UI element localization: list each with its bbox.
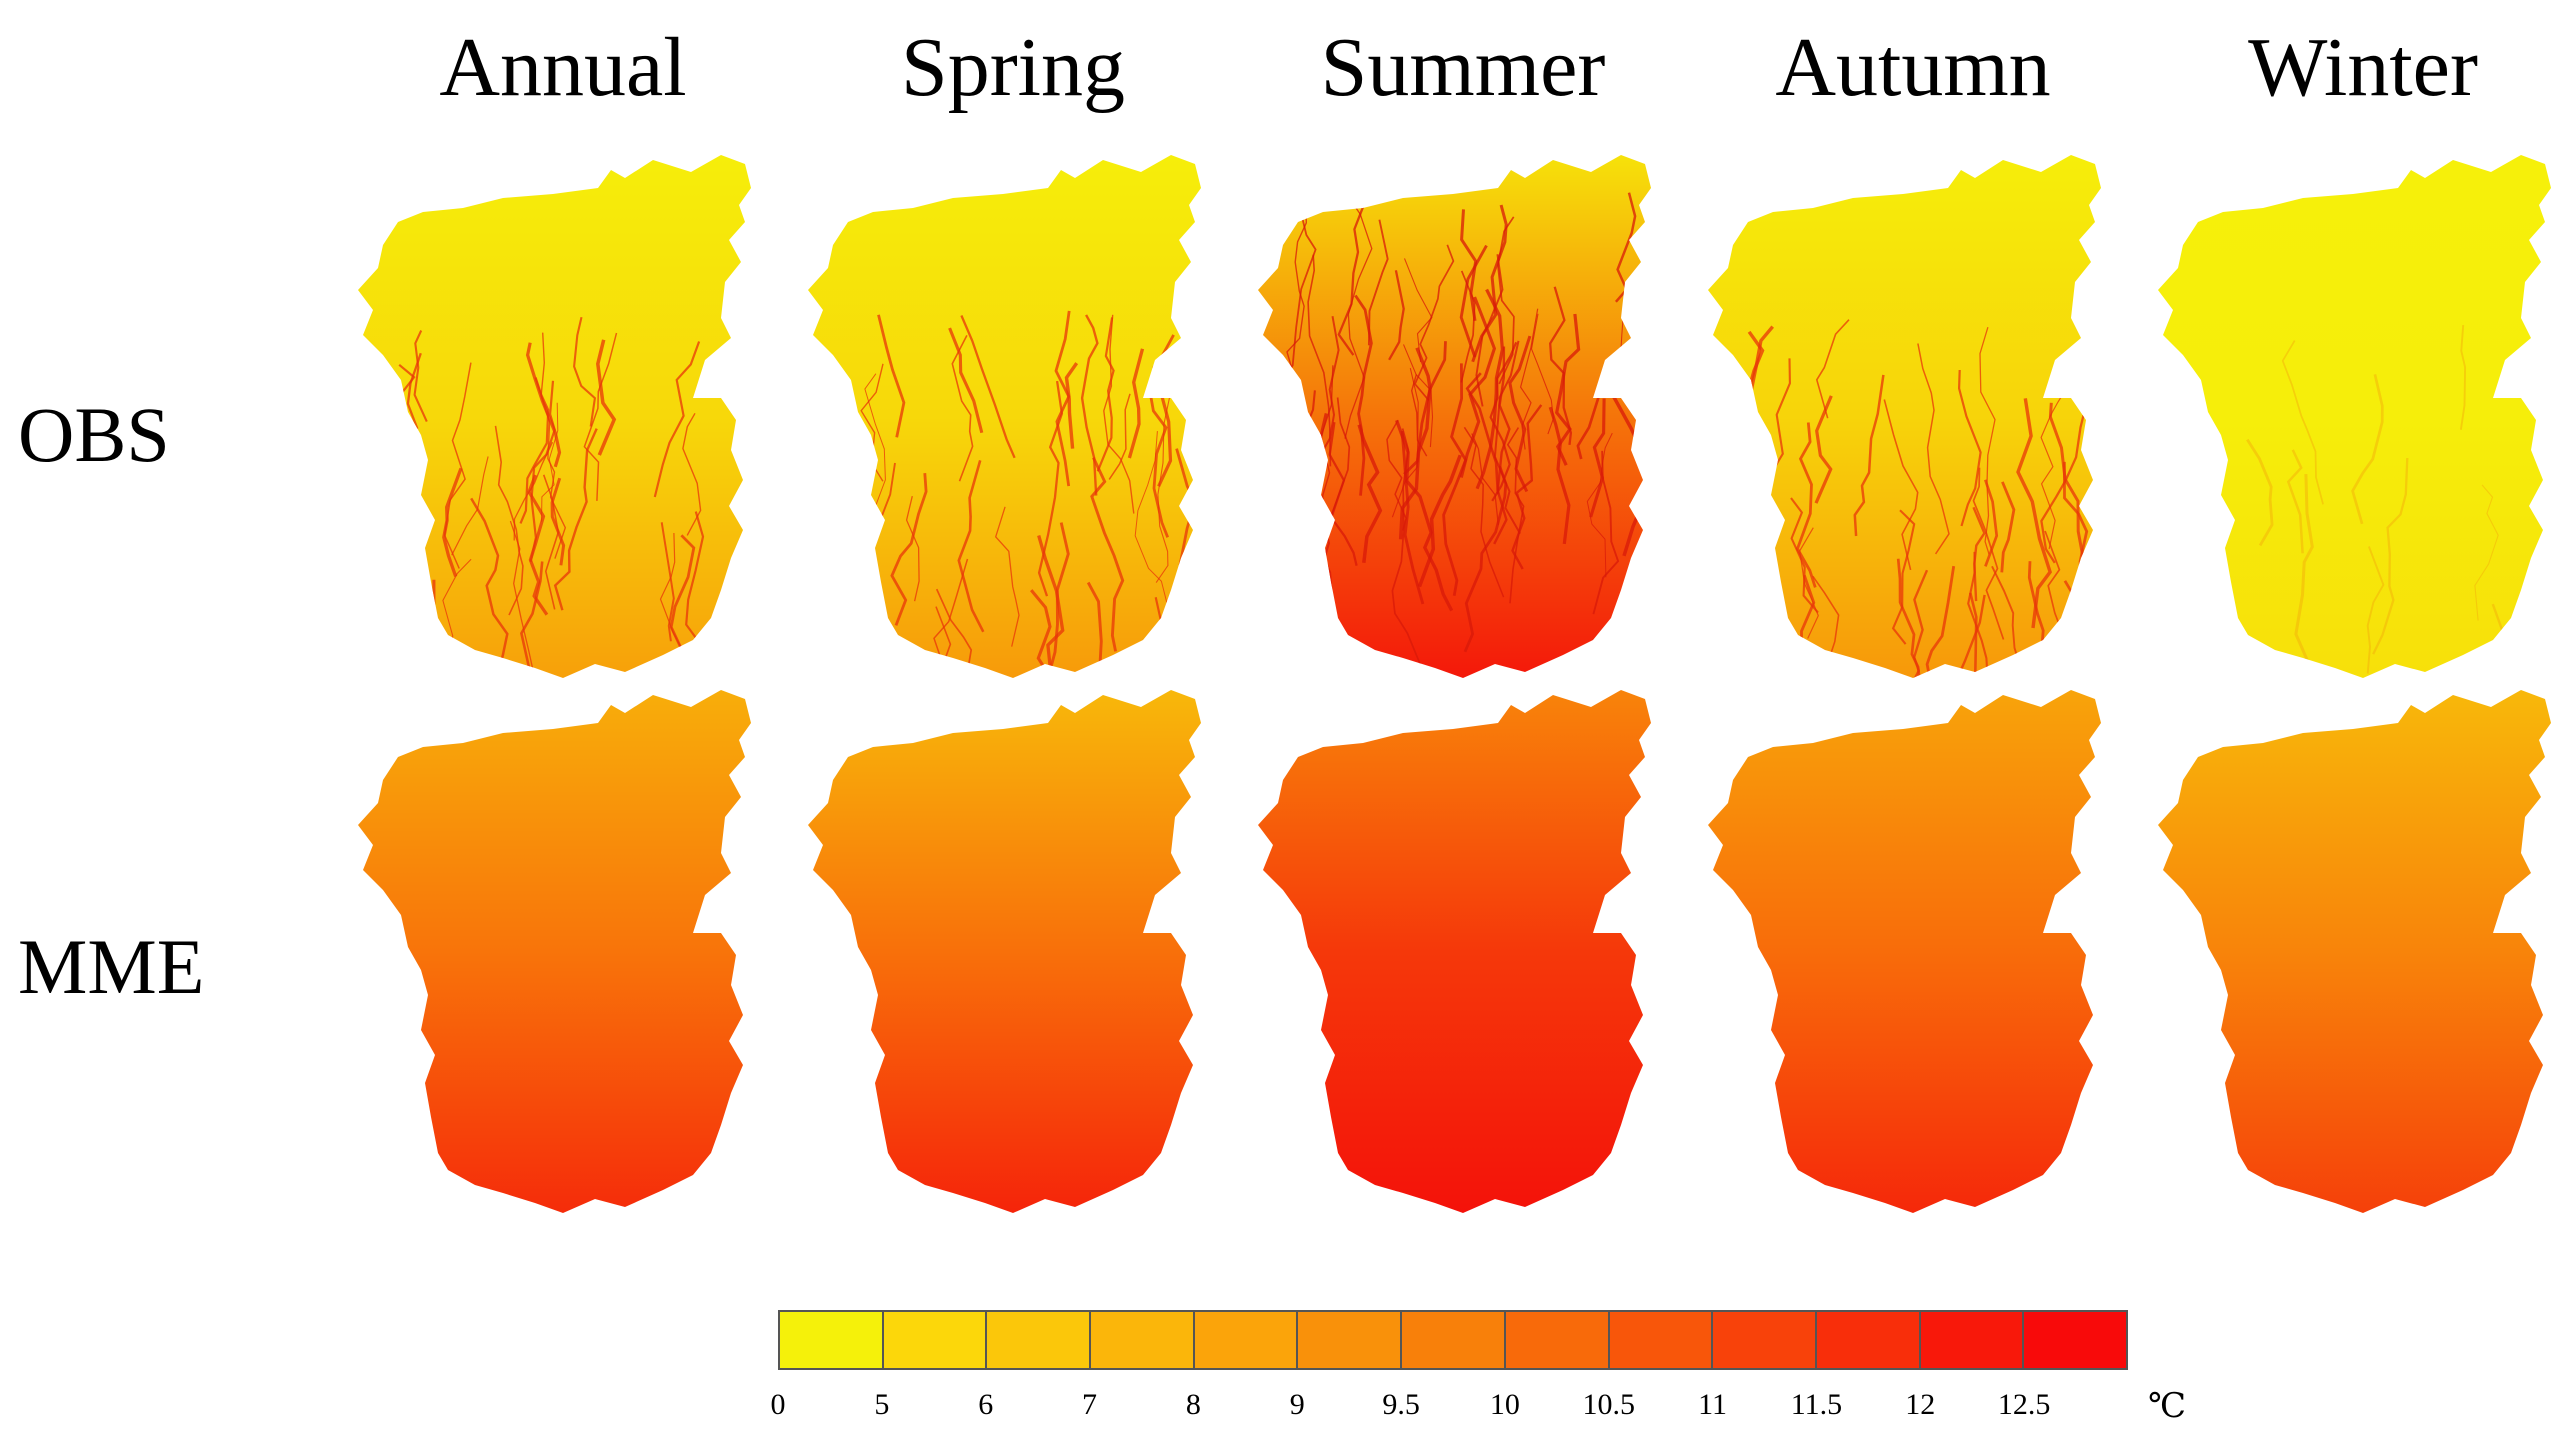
colorbar-tick-label: 11.5 — [1790, 1388, 1843, 1421]
map-panel-mme-spring — [803, 685, 1223, 1225]
colorbar-tick-label: 9.5 — [1382, 1388, 1420, 1421]
map-panel-mme-winter — [2153, 685, 2573, 1225]
row-label-obs: OBS — [18, 391, 170, 478]
col-title-annual: Annual — [439, 21, 687, 114]
colorbar-tick-label: 9 — [1289, 1388, 1305, 1421]
colorbar-tick-label: 8 — [1185, 1388, 1201, 1421]
colorbar-cell-8 — [1609, 1312, 1714, 1368]
map-svg — [1258, 690, 1651, 1213]
colorbar-cell-6 — [1402, 1312, 1506, 1368]
col-title-autumn: Autumn — [1775, 21, 2051, 114]
river-valley-streaks — [1258, 192, 1651, 667]
colorbar-unit: ℃ — [2148, 1388, 2187, 1425]
map-panel-obs-spring — [803, 150, 1223, 690]
colorbar — [778, 1310, 2128, 1370]
region-shape — [2158, 155, 2551, 678]
row-label-mme: MME — [18, 923, 205, 1010]
region-shape — [1258, 690, 1651, 1213]
colorbar-cell-0 — [780, 1312, 884, 1368]
colorbar-cell-1 — [883, 1312, 988, 1368]
colorbar-cell-5 — [1298, 1312, 1403, 1368]
map-svg — [808, 155, 1201, 678]
region-shape — [2158, 690, 2551, 1213]
colorbar-tick-label: 11 — [1698, 1388, 1728, 1421]
col-title-winter: Winter — [2248, 21, 2478, 114]
colorbar-tick-label: 7 — [1082, 1388, 1098, 1421]
colorbar-tick-label: 10 — [1489, 1388, 1520, 1421]
colorbar-tick-label: 6 — [978, 1388, 994, 1421]
colorbar-cell-12 — [2024, 1312, 2126, 1368]
colorbar-cell-9 — [1713, 1312, 1817, 1368]
region-shape — [358, 690, 751, 1213]
colorbar-tick-label: 12.5 — [1997, 1388, 2051, 1421]
map-panel-mme-annual — [353, 685, 773, 1225]
map-panel-obs-autumn — [1703, 150, 2123, 690]
colorbar-tick-label: 0 — [770, 1388, 786, 1421]
map-svg — [358, 690, 751, 1213]
colorbar-cell-4 — [1194, 1312, 1299, 1368]
map-panel-mme-autumn — [1703, 685, 2123, 1225]
map-panel-obs-annual — [353, 150, 773, 690]
colorbar-tick-label: 12 — [1905, 1388, 1936, 1421]
region-shape — [1708, 155, 2101, 678]
map-svg — [358, 155, 751, 678]
region-shape — [808, 155, 1201, 678]
colorbar-cell-2 — [987, 1312, 1092, 1368]
map-svg — [1708, 690, 2101, 1213]
map-svg — [1258, 155, 1651, 678]
map-svg — [1708, 155, 2101, 678]
map-panel-mme-summer — [1253, 685, 1673, 1225]
region-shape — [358, 155, 751, 678]
colorbar-cell-3 — [1091, 1312, 1195, 1368]
colorbar-cell-10 — [1816, 1312, 1921, 1368]
map-panel-obs-summer — [1253, 150, 1673, 690]
colorbar-tick-label: 5 — [874, 1388, 890, 1421]
map-svg — [808, 690, 1201, 1213]
map-svg — [2158, 690, 2551, 1213]
region-shape — [1708, 690, 2101, 1213]
region-shape — [808, 690, 1201, 1213]
colorbar-cell-7 — [1505, 1312, 1610, 1368]
col-title-summer: Summer — [1320, 21, 1606, 114]
map-svg — [2158, 155, 2551, 678]
colorbar-tick-label: 10.5 — [1582, 1388, 1636, 1421]
col-title-spring: Spring — [900, 21, 1126, 114]
map-panel-obs-winter — [2153, 150, 2573, 690]
colorbar-cell-11 — [1920, 1312, 2025, 1368]
